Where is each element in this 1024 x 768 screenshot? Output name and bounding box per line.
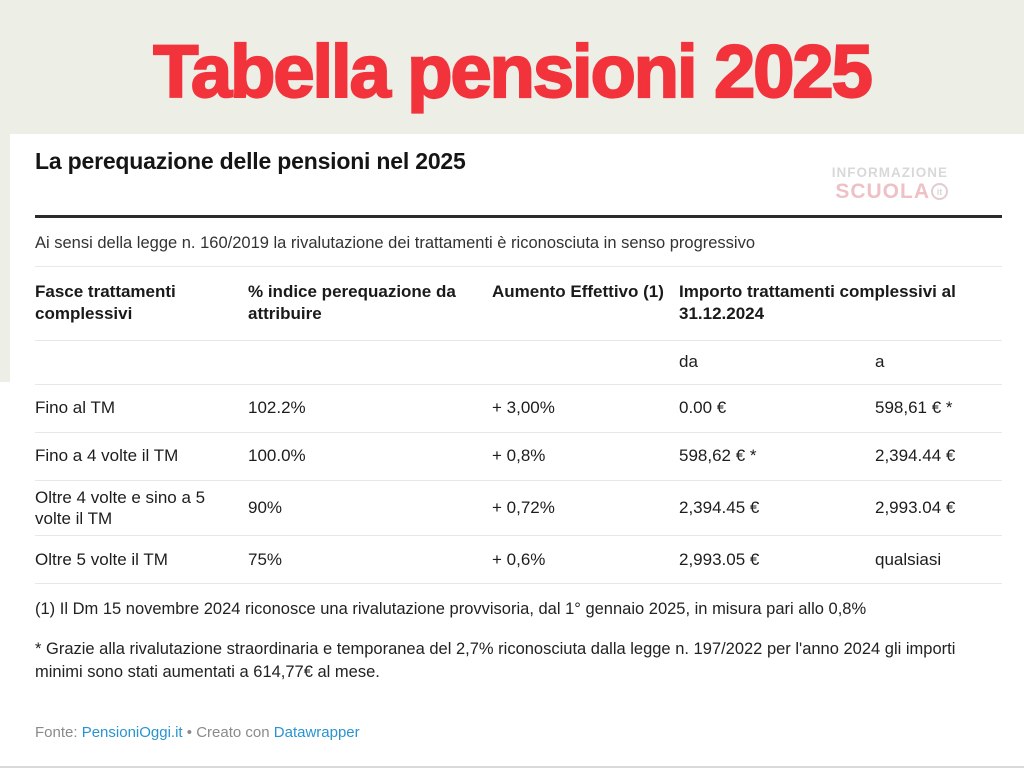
- cell-importo-da: 2,993.05 €: [679, 549, 760, 569]
- table-row: Oltre 5 volte il TM 75% + 0,6% 2,993.05 …: [35, 536, 1002, 584]
- source-label: Fonte:: [35, 724, 78, 742]
- page-title: Tabella pensioni 2025: [152, 28, 874, 113]
- column-header-aumento: Aumento Effettivo (1): [492, 282, 664, 301]
- window-bottom-edge: [0, 766, 1024, 768]
- table-row: Fino a 4 volte il TM 100.0% + 0,8% 598,6…: [35, 433, 1002, 481]
- logo-it-badge-icon: it: [931, 183, 948, 201]
- cell-importo-a: 598,61 € *: [875, 398, 953, 418]
- source-line: Fonte: PensioniOggi.it • Creato con Data…: [35, 724, 1002, 741]
- table-row: Oltre 4 volte e sino a 5 volte il TM 90%…: [35, 481, 1002, 536]
- source-link[interactable]: PensioniOggi.it: [81, 724, 183, 742]
- credit-label: Creato con: [196, 724, 270, 742]
- cell-fascia: Fino a 4 volte il TM: [35, 446, 179, 466]
- title-banner: Tabella pensioni 2025: [0, 0, 1024, 134]
- column-header-fasce: Fasce trattamenti complessivi: [35, 282, 176, 323]
- cell-importo-da: 2,394.45 €: [679, 498, 760, 518]
- cell-aumento: + 0,6%: [492, 549, 546, 569]
- subheader-a: a: [875, 352, 885, 371]
- datawrapper-link[interactable]: Datawrapper: [273, 724, 360, 742]
- chart-intro-text: Ai sensi della legge n. 160/2019 la riva…: [35, 234, 756, 252]
- table-row: Fino al TM 102.2% + 3,00% 0.00 € 598,61 …: [35, 385, 1002, 433]
- footnote-1: (1) Il Dm 15 novembre 2024 riconosce una…: [35, 600, 867, 618]
- banner-left-strip: [0, 134, 10, 382]
- cell-importo-a: qualsiasi: [875, 549, 942, 569]
- cell-importo-da: 0.00 €: [679, 398, 727, 418]
- column-header-indice: % indice perequazione da attribuire: [248, 282, 456, 323]
- table-header-row: Fasce trattamenti complessivi % indice p…: [35, 267, 1002, 341]
- cell-aumento: + 3,00%: [492, 398, 555, 418]
- dot-separator: •: [186, 724, 193, 742]
- intro-divider: [35, 266, 1002, 267]
- cell-fascia: Oltre 5 volte il TM: [35, 549, 168, 569]
- chart-card: INFORMAZIONE SCUOLA it La perequazione d…: [10, 134, 1014, 768]
- footnote-asterisk: * Grazie alla rivalutazione straordinari…: [35, 639, 956, 681]
- cell-importo-a: 2,394.44 €: [875, 446, 956, 466]
- subheader-da: da: [679, 352, 698, 371]
- heading-divider: [35, 215, 1002, 218]
- cell-importo-da: 598,62 € *: [679, 446, 757, 466]
- cell-indice: 100.0%: [248, 446, 306, 466]
- cell-indice: 75%: [248, 549, 283, 569]
- cell-importo-a: 2,993.04 €: [875, 498, 956, 518]
- logo-scuola-text: SCUOLA: [835, 179, 930, 203]
- chart-card-inner: INFORMAZIONE SCUOLA it La perequazione d…: [35, 148, 1002, 741]
- chart-heading: La perequazione delle pensioni nel 2025: [35, 148, 466, 174]
- cell-aumento: + 0,72%: [492, 498, 555, 518]
- cell-fascia: Fino al TM: [35, 398, 115, 418]
- logo-line2: SCUOLA it: [835, 179, 948, 203]
- column-header-importo: Importo trattamenti complessivi al 31.12…: [679, 282, 956, 323]
- cell-fascia: Oltre 4 volte e sino a 5 volte il TM: [35, 487, 206, 528]
- cell-indice: 102.2%: [248, 398, 306, 418]
- cell-aumento: + 0,8%: [492, 446, 546, 466]
- informazione-scuola-logo: INFORMAZIONE SCUOLA it: [831, 165, 948, 203]
- logo-line1: INFORMAZIONE: [831, 165, 948, 180]
- cell-indice: 90%: [248, 498, 283, 518]
- table-subheader-row: da a: [35, 341, 1002, 385]
